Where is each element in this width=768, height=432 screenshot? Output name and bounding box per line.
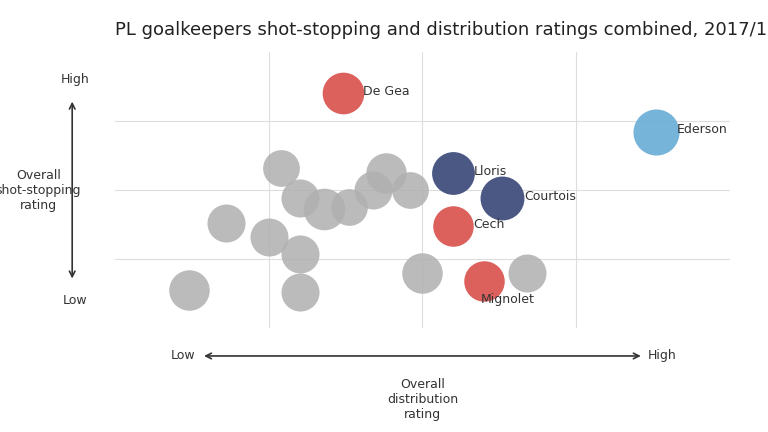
Text: Overall
shot-stopping
rating: Overall shot-stopping rating [0,168,81,212]
Point [379,170,392,177]
Point [521,270,533,276]
Text: Low: Low [170,349,195,362]
Text: Courtois: Courtois [524,190,576,203]
Text: High: High [647,349,677,362]
Point [336,90,349,97]
Text: PL goalkeepers shot-stopping and distribution ratings combined, 2017/18: PL goalkeepers shot-stopping and distrib… [115,21,768,39]
Point [650,129,662,136]
Point [478,278,490,285]
Point [343,203,355,210]
Point [183,286,195,293]
Point [367,187,379,194]
Point [496,195,508,202]
Point [416,270,429,276]
Text: Low: Low [63,294,88,307]
Point [447,170,459,177]
Point [220,220,232,227]
Point [293,250,306,257]
Point [293,195,306,202]
Text: Cech: Cech [473,218,505,231]
Point [318,206,330,213]
Point [447,222,459,229]
Text: Ederson: Ederson [677,123,727,137]
Point [404,187,416,194]
Point [275,165,287,172]
Text: De Gea: De Gea [362,85,409,98]
Point [293,289,306,296]
Text: Overall
distribution
rating: Overall distribution rating [387,378,458,421]
Point [263,234,275,241]
Text: High: High [61,73,90,86]
Text: Mignolet: Mignolet [481,293,535,306]
Text: Lloris: Lloris [473,165,507,178]
